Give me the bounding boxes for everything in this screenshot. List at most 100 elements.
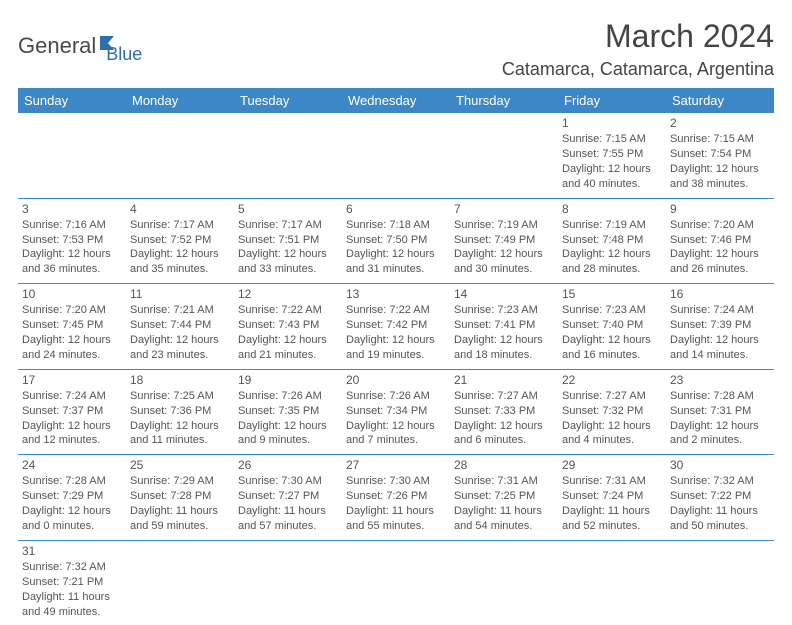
cell-dl1: Daylight: 12 hours [454, 333, 554, 348]
calendar-body: 1Sunrise: 7:15 AMSunset: 7:55 PMDaylight… [18, 113, 774, 625]
cell-dl2: and 9 minutes. [238, 433, 338, 448]
cell-sunset: Sunset: 7:42 PM [346, 318, 446, 333]
cell-dl2: and 12 minutes. [22, 433, 122, 448]
day-header-row: SundayMondayTuesdayWednesdayThursdayFrid… [18, 88, 774, 113]
cell-dl1: Daylight: 12 hours [238, 247, 338, 262]
cell-sunset: Sunset: 7:53 PM [22, 233, 122, 248]
calendar-cell: 17Sunrise: 7:24 AMSunset: 7:37 PMDayligh… [18, 369, 126, 455]
calendar-cell: 14Sunrise: 7:23 AMSunset: 7:41 PMDayligh… [450, 284, 558, 370]
calendar-cell: 30Sunrise: 7:32 AMSunset: 7:22 PMDayligh… [666, 455, 774, 541]
cell-sunrise: Sunrise: 7:17 AM [238, 218, 338, 233]
calendar-cell: 15Sunrise: 7:23 AMSunset: 7:40 PMDayligh… [558, 284, 666, 370]
calendar-cell: 2Sunrise: 7:15 AMSunset: 7:54 PMDaylight… [666, 113, 774, 198]
cell-dl2: and 57 minutes. [238, 519, 338, 534]
day-number: 6 [346, 201, 446, 217]
cell-sunrise: Sunrise: 7:29 AM [130, 474, 230, 489]
day-header: Friday [558, 88, 666, 113]
day-number: 11 [130, 286, 230, 302]
cell-dl1: Daylight: 12 hours [22, 504, 122, 519]
calendar-cell: 3Sunrise: 7:16 AMSunset: 7:53 PMDaylight… [18, 198, 126, 284]
calendar-row: 1Sunrise: 7:15 AMSunset: 7:55 PMDaylight… [18, 113, 774, 198]
cell-sunrise: Sunrise: 7:19 AM [454, 218, 554, 233]
calendar-cell: 16Sunrise: 7:24 AMSunset: 7:39 PMDayligh… [666, 284, 774, 370]
calendar-table: SundayMondayTuesdayWednesdayThursdayFrid… [18, 88, 774, 625]
cell-sunset: Sunset: 7:43 PM [238, 318, 338, 333]
cell-dl2: and 19 minutes. [346, 348, 446, 363]
cell-dl1: Daylight: 12 hours [562, 419, 662, 434]
cell-sunset: Sunset: 7:46 PM [670, 233, 770, 248]
cell-sunset: Sunset: 7:50 PM [346, 233, 446, 248]
cell-sunrise: Sunrise: 7:15 AM [670, 132, 770, 147]
cell-dl1: Daylight: 12 hours [346, 419, 446, 434]
cell-dl1: Daylight: 12 hours [22, 333, 122, 348]
cell-dl1: Daylight: 12 hours [454, 419, 554, 434]
cell-dl1: Daylight: 12 hours [346, 247, 446, 262]
day-header: Wednesday [342, 88, 450, 113]
day-number: 7 [454, 201, 554, 217]
cell-dl2: and 24 minutes. [22, 348, 122, 363]
cell-dl2: and 16 minutes. [562, 348, 662, 363]
day-number: 20 [346, 372, 446, 388]
calendar-cell: 25Sunrise: 7:29 AMSunset: 7:28 PMDayligh… [126, 455, 234, 541]
cell-dl1: Daylight: 12 hours [670, 419, 770, 434]
cell-sunrise: Sunrise: 7:22 AM [346, 303, 446, 318]
cell-dl2: and 35 minutes. [130, 262, 230, 277]
cell-sunrise: Sunrise: 7:30 AM [238, 474, 338, 489]
cell-sunrise: Sunrise: 7:18 AM [346, 218, 446, 233]
calendar-cell: 1Sunrise: 7:15 AMSunset: 7:55 PMDaylight… [558, 113, 666, 198]
cell-sunset: Sunset: 7:54 PM [670, 147, 770, 162]
day-number: 4 [130, 201, 230, 217]
cell-sunrise: Sunrise: 7:19 AM [562, 218, 662, 233]
day-number: 28 [454, 457, 554, 473]
cell-dl1: Daylight: 12 hours [238, 419, 338, 434]
cell-sunset: Sunset: 7:33 PM [454, 404, 554, 419]
day-header: Tuesday [234, 88, 342, 113]
cell-sunrise: Sunrise: 7:31 AM [454, 474, 554, 489]
cell-dl2: and 52 minutes. [562, 519, 662, 534]
cell-sunrise: Sunrise: 7:20 AM [670, 218, 770, 233]
month-title: March 2024 [502, 18, 774, 55]
cell-dl2: and 28 minutes. [562, 262, 662, 277]
day-number: 25 [130, 457, 230, 473]
cell-dl2: and 26 minutes. [670, 262, 770, 277]
cell-dl2: and 55 minutes. [346, 519, 446, 534]
cell-sunrise: Sunrise: 7:23 AM [454, 303, 554, 318]
calendar-cell: 26Sunrise: 7:30 AMSunset: 7:27 PMDayligh… [234, 455, 342, 541]
logo: General Blue [18, 26, 142, 65]
day-header: Saturday [666, 88, 774, 113]
cell-dl1: Daylight: 12 hours [562, 333, 662, 348]
cell-dl1: Daylight: 12 hours [670, 162, 770, 177]
day-number: 5 [238, 201, 338, 217]
day-number: 12 [238, 286, 338, 302]
cell-sunrise: Sunrise: 7:27 AM [562, 389, 662, 404]
cell-sunrise: Sunrise: 7:30 AM [346, 474, 446, 489]
cell-sunrise: Sunrise: 7:21 AM [130, 303, 230, 318]
calendar-cell: 4Sunrise: 7:17 AMSunset: 7:52 PMDaylight… [126, 198, 234, 284]
logo-text-2: Blue [106, 44, 142, 65]
calendar-cell: 13Sunrise: 7:22 AMSunset: 7:42 PMDayligh… [342, 284, 450, 370]
calendar-row: 24Sunrise: 7:28 AMSunset: 7:29 PMDayligh… [18, 455, 774, 541]
cell-sunset: Sunset: 7:51 PM [238, 233, 338, 248]
cell-sunset: Sunset: 7:31 PM [670, 404, 770, 419]
day-number: 19 [238, 372, 338, 388]
cell-dl1: Daylight: 12 hours [130, 419, 230, 434]
calendar-cell: 28Sunrise: 7:31 AMSunset: 7:25 PMDayligh… [450, 455, 558, 541]
calendar-cell [342, 540, 450, 625]
calendar-row: 3Sunrise: 7:16 AMSunset: 7:53 PMDaylight… [18, 198, 774, 284]
cell-dl2: and 11 minutes. [130, 433, 230, 448]
cell-sunrise: Sunrise: 7:26 AM [346, 389, 446, 404]
cell-sunset: Sunset: 7:26 PM [346, 489, 446, 504]
calendar-cell: 20Sunrise: 7:26 AMSunset: 7:34 PMDayligh… [342, 369, 450, 455]
day-number: 24 [22, 457, 122, 473]
cell-sunrise: Sunrise: 7:31 AM [562, 474, 662, 489]
day-number: 3 [22, 201, 122, 217]
logo-text-1: General [18, 33, 96, 59]
title-block: March 2024 Catamarca, Catamarca, Argenti… [502, 18, 774, 80]
cell-dl2: and 31 minutes. [346, 262, 446, 277]
cell-dl1: Daylight: 12 hours [22, 419, 122, 434]
day-number: 13 [346, 286, 446, 302]
cell-dl1: Daylight: 12 hours [670, 247, 770, 262]
cell-sunrise: Sunrise: 7:24 AM [22, 389, 122, 404]
cell-sunset: Sunset: 7:29 PM [22, 489, 122, 504]
day-number: 23 [670, 372, 770, 388]
